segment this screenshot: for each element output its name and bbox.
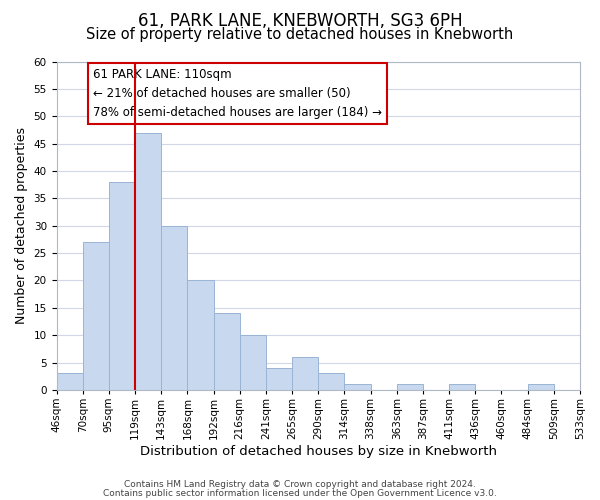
Bar xyxy=(187,280,214,390)
Text: 61, PARK LANE, KNEBWORTH, SG3 6PH: 61, PARK LANE, KNEBWORTH, SG3 6PH xyxy=(137,12,463,30)
Text: Size of property relative to detached houses in Knebworth: Size of property relative to detached ho… xyxy=(86,28,514,42)
X-axis label: Distribution of detached houses by size in Knebworth: Distribution of detached houses by size … xyxy=(140,444,497,458)
Bar xyxy=(266,368,292,390)
Bar xyxy=(161,226,187,390)
Bar xyxy=(214,314,240,390)
Bar xyxy=(449,384,475,390)
Bar xyxy=(318,374,344,390)
Bar xyxy=(344,384,371,390)
Bar xyxy=(56,374,83,390)
Text: Contains HM Land Registry data © Crown copyright and database right 2024.: Contains HM Land Registry data © Crown c… xyxy=(124,480,476,489)
Text: Contains public sector information licensed under the Open Government Licence v3: Contains public sector information licen… xyxy=(103,488,497,498)
Text: 61 PARK LANE: 110sqm
← 21% of detached houses are smaller (50)
78% of semi-detac: 61 PARK LANE: 110sqm ← 21% of detached h… xyxy=(93,68,382,119)
Bar xyxy=(397,384,423,390)
Y-axis label: Number of detached properties: Number of detached properties xyxy=(15,127,28,324)
Bar xyxy=(109,182,135,390)
Bar xyxy=(83,242,109,390)
Bar xyxy=(135,132,161,390)
Bar xyxy=(527,384,554,390)
Bar xyxy=(292,357,318,390)
Bar xyxy=(240,335,266,390)
